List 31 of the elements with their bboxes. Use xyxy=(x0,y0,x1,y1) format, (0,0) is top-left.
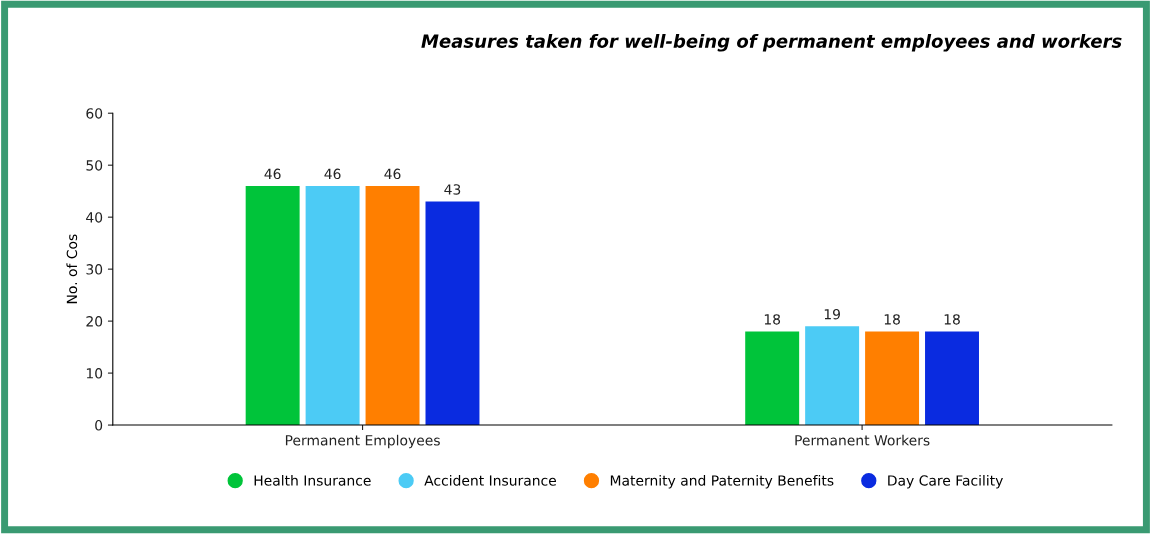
bar xyxy=(865,331,920,426)
y-tick-label: 30 xyxy=(86,264,103,275)
data-label: 18 xyxy=(764,314,781,325)
y-tick-label: 10 xyxy=(86,368,103,379)
data-label: 43 xyxy=(444,184,461,195)
data-label: 46 xyxy=(324,168,341,180)
bar xyxy=(245,185,300,426)
legend-label: Maternity and Paternity Benefits xyxy=(610,474,834,489)
y-tick-label: 60 xyxy=(86,108,103,119)
data-label: 46 xyxy=(384,168,401,180)
y-tick-label: 20 xyxy=(86,316,103,327)
y-axis-title: No. of Cos xyxy=(66,234,78,304)
data-label: 19 xyxy=(824,308,840,320)
bar xyxy=(425,201,480,426)
legend-label: Accident Insurance xyxy=(424,474,556,486)
data-label: 18 xyxy=(884,314,900,325)
x-tick-label: Permanent Employees xyxy=(285,434,440,449)
bar xyxy=(805,326,860,426)
bar xyxy=(745,331,800,426)
x-tick-label: Permanent Workers xyxy=(795,434,930,446)
y-tick-label: 0 xyxy=(95,420,103,431)
data-label: 46 xyxy=(264,168,281,180)
legend-label: Health Insurance xyxy=(254,474,371,486)
legend-label: Day Care Facility xyxy=(888,474,1003,489)
chart-title: Measures taken for well-being of permanent employees and workers xyxy=(421,33,1122,52)
y-tick-label: 40 xyxy=(86,212,103,223)
bar xyxy=(305,185,360,426)
bar xyxy=(925,331,979,426)
data-label: 18 xyxy=(944,314,960,325)
y-tick-label: 50 xyxy=(86,160,103,171)
bar xyxy=(365,185,420,426)
